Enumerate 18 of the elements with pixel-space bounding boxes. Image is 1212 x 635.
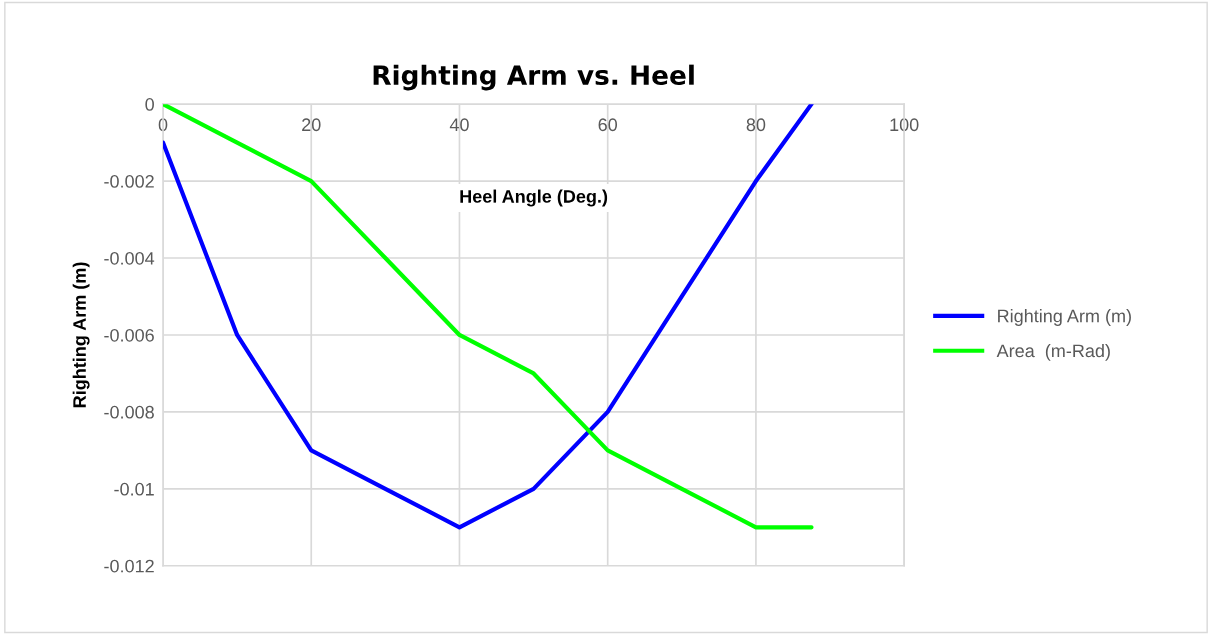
y-tick-label: 0: [145, 98, 154, 111]
x-tick-label: 40: [449, 118, 469, 132]
y-tick-label: -0.002: [104, 175, 154, 188]
x-tick-label: 0: [158, 118, 168, 132]
y-tick-label: -0.012: [104, 559, 154, 573]
legend-label: Area (m-Rad): [996, 343, 1110, 361]
x-axis-title: Heel Angle (Deg.): [460, 189, 608, 207]
y-tick-label: -0.01: [114, 482, 154, 496]
x-tick-label: 60: [598, 118, 618, 132]
x-tick-label: 100: [890, 118, 919, 132]
legend-label: Righting Arm (m): [998, 309, 1131, 326]
chart-title: Righting Arm vs. Heel: [373, 64, 694, 91]
x-tick-label: 80: [746, 118, 766, 132]
y-tick-label: -0.008: [104, 405, 154, 419]
x-tick-label: 20: [302, 118, 321, 132]
y-axis-title: Righting Arm (m): [72, 262, 90, 408]
y-tick-label: -0.006: [104, 328, 154, 342]
y-tick-label: -0.004: [104, 251, 155, 265]
